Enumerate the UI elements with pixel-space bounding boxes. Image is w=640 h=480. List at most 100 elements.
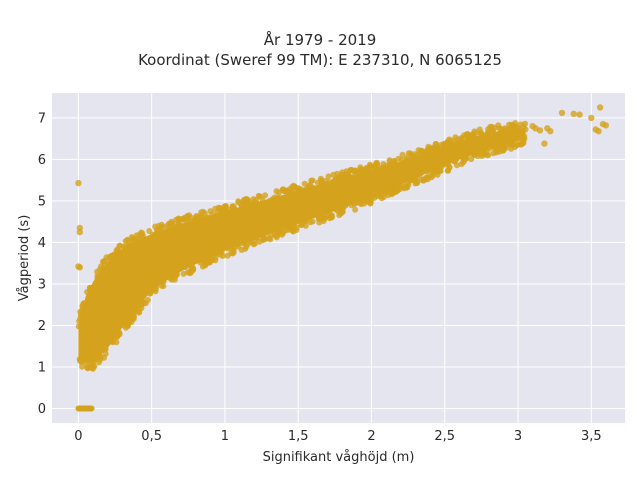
scatter-point [116,331,123,338]
scatter-point [446,136,453,143]
scatter-point [256,193,263,200]
scatter-point [443,141,450,148]
scatter-point [240,199,246,206]
scatter-point [425,176,431,183]
scatter-point [88,405,95,412]
scatter-point [156,230,163,237]
scatter-point [96,266,103,273]
scatter-point [378,192,385,199]
scatter-point [222,203,229,210]
scatter-point [445,167,452,174]
scatter-point [492,124,498,131]
y-tick-label: 4 [38,236,46,251]
y-axis-label: Vågperiod (s) [17,215,32,302]
scatter-point [307,219,314,226]
scatter-point [322,181,329,188]
scatter-point [79,363,86,370]
scatter-point [463,131,470,138]
scatter-point [176,221,183,228]
scatter-point [150,286,157,293]
scatter-point [84,289,91,295]
scatter-point [275,189,282,196]
scatter-point [390,158,397,165]
scatter-point [426,147,434,155]
scatter-point [213,212,220,219]
scatter-point [520,137,527,144]
scatter-point [99,258,106,265]
scatter-point [403,184,410,191]
scatter-point [289,222,295,229]
y-tick-label: 0 [38,402,46,417]
scatter-point [215,248,221,255]
scatter-point [412,174,419,181]
scatter-point [490,150,497,157]
scatter-point [75,179,82,187]
x-tick-label: 1 [221,429,229,444]
scatter-point [435,168,442,175]
scatter-point [155,222,162,229]
x-tick-label: 3,5 [581,429,602,444]
scatter-point [368,193,375,200]
x-tick-label: 2 [367,429,375,444]
scatter-point [183,217,190,224]
scatter-point [302,222,309,229]
scatter-point [448,141,455,148]
scatter-point [123,322,130,329]
scatter-point [316,219,323,226]
scatter-point [416,171,423,178]
scatter-point [272,232,278,239]
scatter-point [503,141,510,148]
scatter-point [337,174,343,180]
scatter-point [279,231,286,238]
scatter-point [486,132,493,139]
y-tick-label: 3 [38,277,46,292]
y-tick-label: 7 [38,111,46,126]
scatter-point [366,165,373,172]
scatter-point [452,158,458,165]
scatter-point [352,206,359,213]
scatter-point [437,144,444,151]
scatter-point [480,149,487,156]
scatter-point [474,147,481,153]
scatter-point [389,191,395,198]
chart-title-line-2: Koordinat (Sweref 99 TM): E 237310, N 60… [138,51,502,69]
scatter-point [522,126,529,133]
scatter-point [142,300,149,307]
scatter-point [249,234,256,241]
scatter-point [200,259,207,266]
scatter-point [86,361,94,369]
scatter-point [399,151,406,158]
y-tick-label: 1 [38,360,46,375]
scatter-point [347,167,354,174]
x-tick-label: 3 [514,429,522,444]
scatter-point [488,142,495,149]
scatter-point [325,173,332,180]
scatter-point [514,129,522,136]
scatter-point [101,354,108,361]
scatter-point [274,226,281,233]
scatter-point [459,139,466,146]
scatter-point [602,122,610,129]
scatter-point [173,271,180,278]
scatter-point [133,235,139,242]
scatter-point [342,171,349,178]
x-tick-label: 2,5 [434,429,455,444]
scatter-point [412,180,419,187]
chart-title-line-1: År 1979 - 2019 [263,31,377,49]
scatter-point [207,253,213,260]
scatter-point [458,161,465,168]
scatter-point [306,182,313,189]
scatter-point [146,228,153,234]
scatter-point [570,110,577,118]
scatter-point [588,114,595,122]
scatter-point [268,197,275,204]
scatter-point [80,300,87,307]
scatter-point [106,253,113,260]
x-axis-label: Signifikant våghöjd (m) [263,450,415,465]
scatter-point [302,217,309,223]
scatter-point [266,235,273,242]
scatter-point [444,160,451,167]
scatter-point [198,209,205,216]
scatter-point [438,163,445,170]
scatter-point [78,359,85,365]
